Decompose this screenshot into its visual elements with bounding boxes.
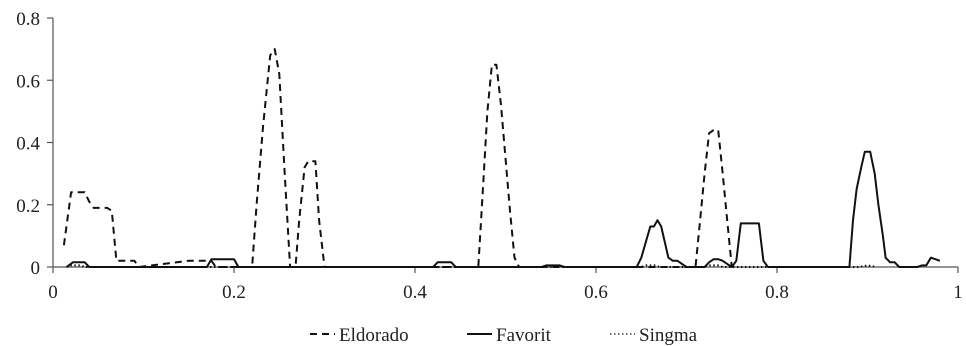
legend: Eldorado Favorit Singma — [310, 325, 698, 346]
x-tick-label: 0 — [48, 282, 58, 303]
y-tick-label: 0.2 — [16, 196, 40, 217]
x-axis: 0 0.2 0.4 0.6 0.8 1 — [48, 266, 963, 303]
series-line-favorit — [66, 150, 941, 268]
series-line-singma — [66, 264, 877, 268]
series-line-eldorado — [62, 48, 733, 268]
x-tick-label: 0.6 — [584, 282, 608, 303]
x-tick-label: 0.2 — [222, 282, 246, 303]
legend-label: Singma — [639, 325, 698, 346]
legend-item-favorit: Favorit — [467, 325, 552, 346]
y-tick-label: 0.4 — [16, 134, 40, 155]
y-axis: 0 0.2 0.4 0.6 0.8 — [16, 9, 54, 279]
y-tick-label: 0 — [31, 258, 41, 279]
legend-label: Eldorado — [339, 325, 409, 346]
legend-item-eldorado: Eldorado — [310, 325, 409, 346]
y-tick-label: 0.8 — [16, 9, 40, 30]
x-tick-label: 0.4 — [403, 282, 427, 303]
x-tick-label: 1 — [953, 282, 963, 303]
series-lines — [62, 48, 941, 268]
x-tick-label: 0.8 — [765, 282, 789, 303]
legend-label: Favorit — [496, 325, 552, 346]
legend-item-singma: Singma — [610, 325, 698, 346]
y-tick-label: 0.6 — [16, 71, 40, 92]
